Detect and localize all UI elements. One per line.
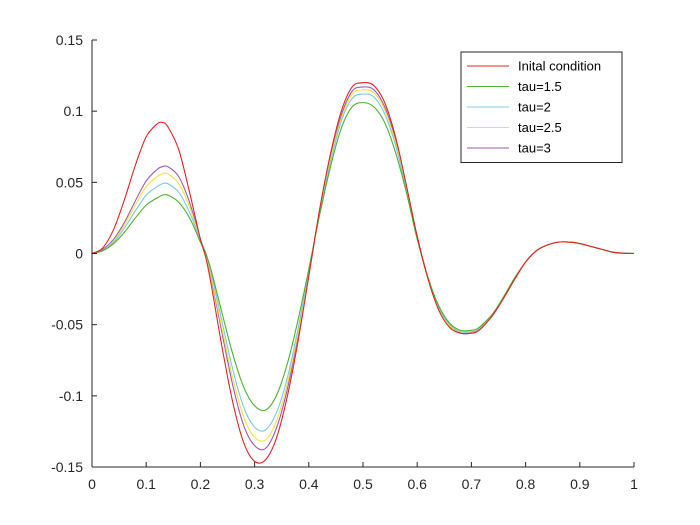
- series-layer: [91, 82, 635, 464]
- x-tick-label: 1: [630, 476, 638, 492]
- x-tick-label: 0.3: [245, 476, 265, 492]
- x-tick-label: 0.5: [353, 476, 373, 492]
- series-line-inital-condition: [91, 82, 635, 464]
- x-tick-label: 0.2: [191, 476, 211, 492]
- x-tick-label: 0.8: [516, 476, 536, 492]
- y-tick-label: -0.15: [51, 459, 83, 475]
- axes-layer: 0 0.1 0.2 0.3 0.4 0.5 0.6 0.7 0.8 0.9 1 0.15 0.1 0.05…: [51, 32, 638, 492]
- x-tick-label: 0.1: [136, 476, 156, 492]
- x-tick-label: 0.9: [570, 476, 590, 492]
- legend-label: tau=2.5: [518, 120, 562, 135]
- y-tick-label: 0: [75, 246, 83, 262]
- x-tick-label: 0: [88, 476, 96, 492]
- legend-label: tau=1.5: [518, 79, 562, 94]
- x-tick-label: 0.4: [299, 476, 319, 492]
- x-tick-label: 0.7: [462, 476, 482, 492]
- y-tick-label: 0.15: [56, 32, 83, 48]
- legend-label: tau=2: [518, 100, 551, 115]
- legend: Inital condition tau=1.5 tau=2 tau=2.5 tau=3: [460, 51, 623, 163]
- x-tick-label: 0.6: [407, 476, 427, 492]
- y-tick-label: -0.1: [59, 388, 83, 404]
- legend-label: tau=3: [518, 141, 551, 156]
- y-tick-label: 0.1: [64, 103, 84, 119]
- legend-label: Inital condition: [518, 59, 601, 74]
- y-tick-label: -0.05: [51, 317, 83, 333]
- y-tick-label: 0.05: [56, 174, 83, 190]
